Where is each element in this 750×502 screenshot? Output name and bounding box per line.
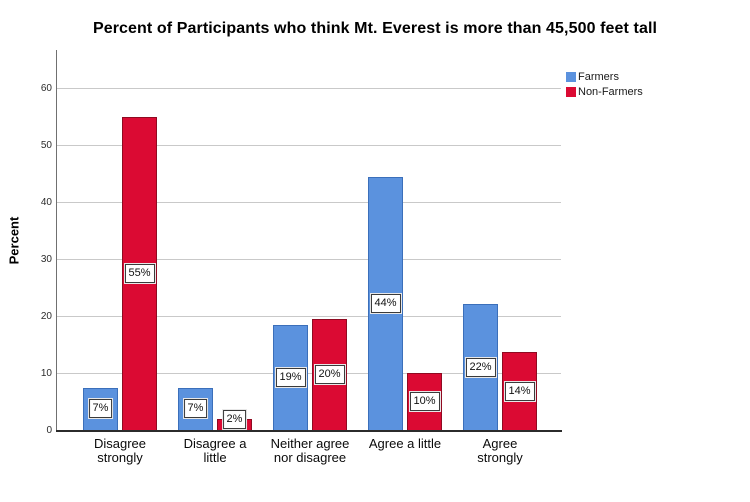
y-tick-label: 10 (40, 368, 52, 379)
x-category-label: Agree a little (368, 436, 442, 451)
gridline (57, 316, 561, 317)
gridline (57, 88, 561, 89)
y-tick-label: 0 (46, 425, 52, 436)
y-axis-title: Percent (6, 216, 22, 265)
x-category-label: Neither agree nor disagree (270, 436, 350, 465)
farmers-swatch-icon (566, 72, 576, 82)
legend-item-farmers: Farmers (566, 70, 643, 84)
gridline (57, 145, 561, 146)
gridline (57, 202, 561, 203)
bar-value-label: 44% (370, 294, 401, 314)
x-category-label: Agree strongly (477, 436, 523, 465)
chart-title: Percent of Participants who think Mt. Ev… (92, 20, 658, 37)
y-tick-label: 60 (40, 83, 52, 94)
y-tick-label: 50 (40, 140, 52, 151)
bar-value-label: 20% (314, 364, 345, 384)
gridline (57, 373, 561, 374)
bar-value-label: 14% (504, 381, 535, 401)
x-axis-line (56, 430, 562, 432)
y-tick-label: 30 (40, 254, 52, 265)
bar-value-label: 55% (124, 263, 155, 283)
legend-label: Farmers (578, 71, 619, 83)
gridline (57, 259, 561, 260)
bar-value-label: 22% (465, 357, 496, 377)
bar-value-label: 19% (275, 368, 306, 388)
legend: Farmers Non-Farmers (566, 70, 643, 100)
y-axis-line (56, 50, 57, 431)
y-tick-label: 20 (40, 311, 52, 322)
x-category-label: Disagree strongly (93, 436, 147, 465)
x-category-label: Disagree a little (183, 436, 247, 465)
bar-value-label: 2% (222, 410, 247, 429)
y-tick-label: 40 (40, 197, 52, 208)
non-farmers-swatch-icon (566, 87, 576, 97)
legend-label: Non-Farmers (578, 86, 643, 98)
bar-value-label: 7% (88, 399, 113, 419)
bar-value-label: 7% (183, 399, 208, 419)
legend-item-non-farmers: Non-Farmers (566, 85, 643, 99)
bar-value-label: 10% (409, 392, 440, 411)
